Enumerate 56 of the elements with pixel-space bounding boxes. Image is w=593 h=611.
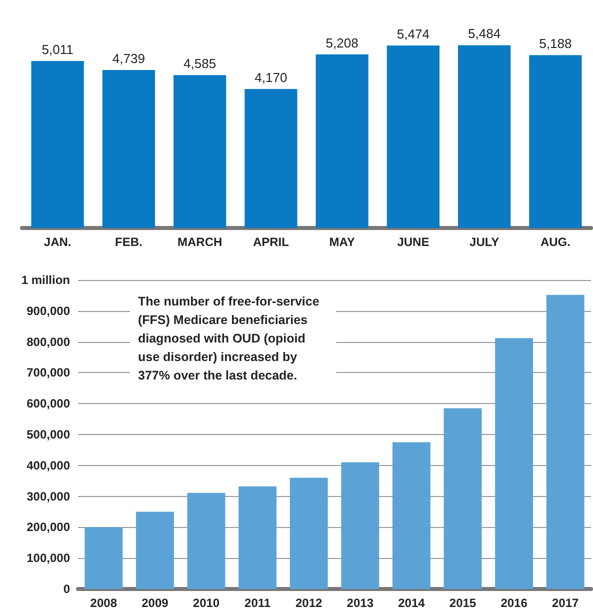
x-tick-label: FEB. [115, 235, 142, 249]
x-tick-label: 2016 [500, 596, 528, 610]
x-tick-label: 2014 [398, 596, 426, 610]
bar [187, 492, 226, 589]
x-tick-label: MAY [329, 235, 355, 249]
bar [173, 75, 226, 228]
bar [31, 60, 84, 228]
bar [316, 54, 368, 228]
bar [238, 486, 277, 589]
bar [290, 478, 328, 589]
x-tick-label: AUG. [540, 235, 570, 249]
x-tick-label: 2013 [346, 596, 374, 610]
x-tick-label: JULY [470, 235, 500, 249]
x-tick-label: JUNE [397, 235, 430, 249]
x-tick-label: 2011 [244, 596, 271, 610]
y-tick-label: 400,000 [26, 458, 70, 472]
y-tick-label: 600,000 [26, 396, 70, 411]
y-tick-label: 0 [63, 582, 70, 596]
data-label: 4,739 [112, 51, 145, 66]
x-tick-label: 2008 [90, 596, 118, 610]
x-tick-label: 2015 [449, 596, 476, 610]
x-tick-label: MARCH [177, 235, 222, 249]
y-tick-label: 100,000 [26, 551, 70, 566]
data-label: 4,585 [184, 56, 216, 72]
data-label: 5,188 [539, 36, 572, 52]
bar [136, 512, 174, 589]
y-tick-label: 500,000 [26, 428, 70, 442]
bar [392, 442, 430, 589]
y-tick-label: 700,000 [26, 366, 70, 380]
bar [458, 45, 511, 228]
bar [341, 462, 380, 589]
data-label: 5,474 [396, 26, 430, 42]
x-tick-label: APRIL [252, 235, 289, 249]
data-label: 5,484 [468, 26, 501, 42]
y-tick-label: 200,000 [26, 520, 70, 534]
bar [529, 55, 582, 228]
bar [495, 338, 534, 589]
x-tick-label: 2017 [552, 596, 580, 610]
bar [84, 527, 123, 589]
bar [546, 294, 584, 589]
x-tick-label: 2010 [192, 596, 220, 610]
bar [386, 46, 440, 228]
y-tick-label: 900,000 [26, 304, 70, 318]
y-tick-label: 1 million [21, 273, 70, 287]
bar [102, 70, 156, 228]
bar [244, 89, 298, 228]
x-tick-label: JAN. [44, 235, 72, 249]
x-tick-label: 2012 [296, 596, 323, 610]
y-tick-label: 300,000 [26, 489, 70, 504]
data-label: 5,011 [42, 42, 74, 57]
data-label: 4,170 [254, 70, 288, 85]
x-tick-label: 2009 [142, 596, 169, 610]
y-tick-label: 800,000 [26, 334, 70, 349]
data-label: 5,208 [326, 35, 358, 50]
annotation: The number of free-for-service (FFS) Medicare beneficiaries diagnosed with OUD (opioid use disorder) increased by 377% over the last decade. [138, 294, 323, 382]
bar [444, 408, 482, 589]
